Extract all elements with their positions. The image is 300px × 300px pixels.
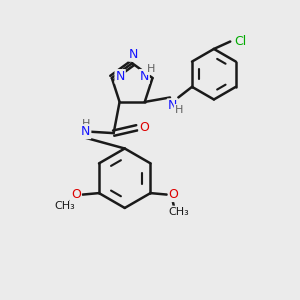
Text: N: N xyxy=(140,70,149,83)
Text: N: N xyxy=(168,99,177,112)
Text: H: H xyxy=(175,105,183,115)
Text: H: H xyxy=(82,119,90,129)
Text: H: H xyxy=(147,64,155,74)
Text: O: O xyxy=(169,188,178,201)
Text: N: N xyxy=(81,125,90,138)
Text: CH₃: CH₃ xyxy=(54,202,75,212)
Text: CH₃: CH₃ xyxy=(168,206,189,217)
Text: N: N xyxy=(129,48,138,61)
Text: N: N xyxy=(116,70,125,83)
Text: Cl: Cl xyxy=(235,35,247,48)
Text: O: O xyxy=(139,121,149,134)
Text: O: O xyxy=(71,188,81,201)
